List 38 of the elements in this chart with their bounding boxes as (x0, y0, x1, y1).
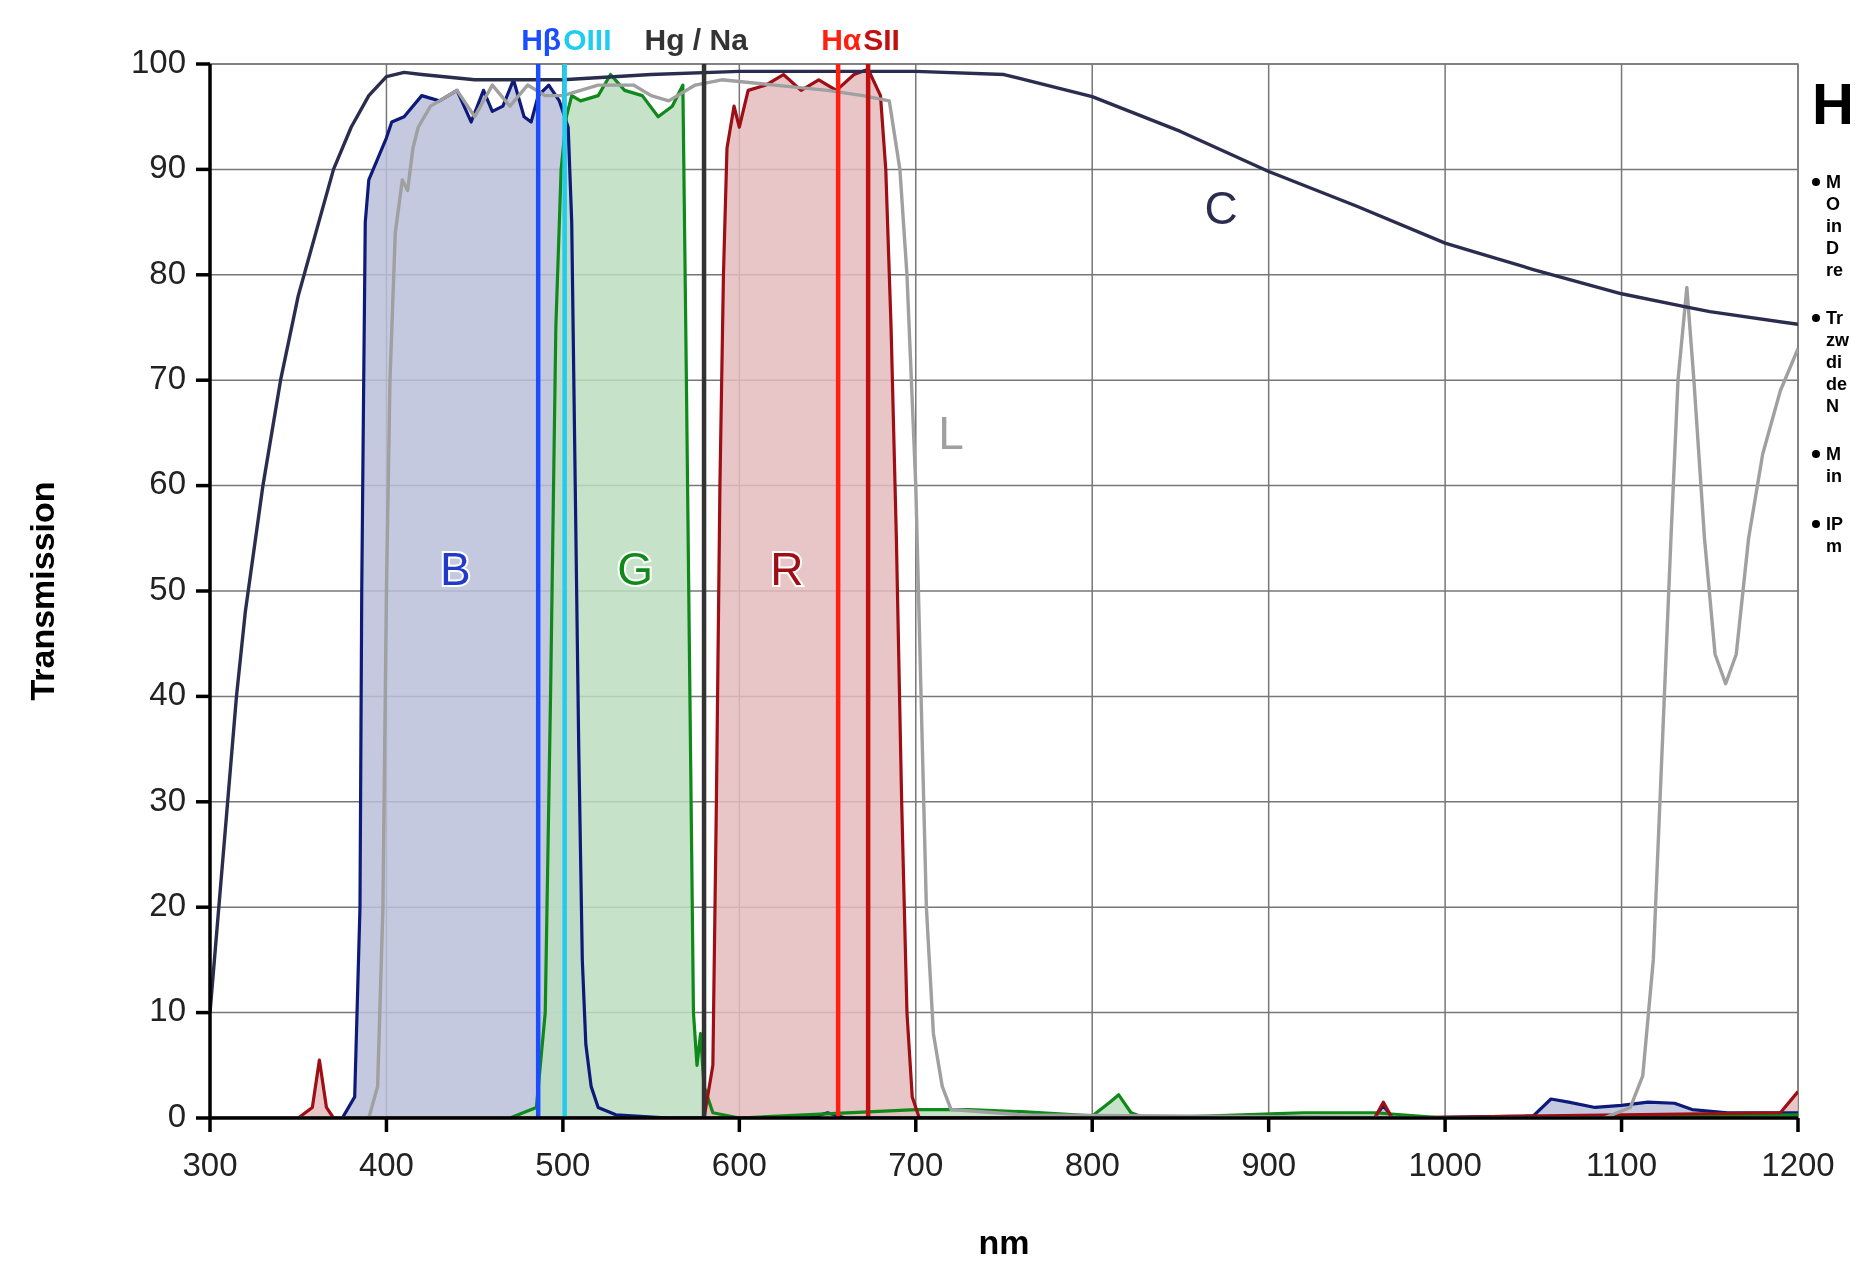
y-axis-title: Transmission (23, 481, 61, 701)
y-tick-label: 50 (149, 569, 186, 607)
ref-line-label: Hg / Na (644, 23, 749, 56)
x-tick-label: 600 (711, 1146, 767, 1183)
text: M O in D re (1826, 172, 1844, 280)
series-label: B (439, 543, 471, 596)
y-tick-label: 0 (167, 1096, 186, 1134)
y-tick-label: 80 (149, 253, 186, 291)
y-tick-label: 90 (149, 148, 186, 186)
x-tick-label: 800 (1064, 1146, 1120, 1183)
y-tick-label: 100 (130, 42, 186, 80)
x-tick-label: 1000 (1408, 1146, 1482, 1183)
series-label: R (770, 543, 804, 596)
ref-line-label: Hβ (521, 23, 562, 56)
text: M in (1826, 444, 1842, 486)
text: IP m (1826, 514, 1844, 556)
y-tick-label: 30 (149, 780, 186, 818)
y-tick-label: 20 (149, 885, 186, 923)
ref-line-label: OIII (563, 23, 612, 56)
x-tick-label: 1200 (1761, 1146, 1835, 1183)
y-tick-label: 70 (149, 358, 186, 396)
text: H (1812, 71, 1854, 136)
ref-line-label: SII (863, 23, 900, 56)
series-label: L (938, 407, 964, 460)
x-tick-label: 400 (358, 1146, 414, 1183)
y-tick-label: 60 (149, 464, 186, 502)
series-label: C (1204, 181, 1238, 234)
x-tick-label: 1100 (1586, 1146, 1658, 1183)
ref-line-label: Hα (821, 23, 862, 56)
y-tick-label: 10 (149, 991, 186, 1029)
x-tick-label: 700 (888, 1146, 944, 1183)
x-tick-label: 500 (535, 1146, 591, 1183)
series-label: G (617, 543, 654, 596)
y-tick-label: 40 (149, 675, 186, 713)
text: Tr zw di de N (1826, 308, 1850, 416)
x-tick-label: 900 (1241, 1146, 1297, 1183)
x-tick-label: 300 (182, 1146, 238, 1183)
x-axis-title: nm (978, 1223, 1030, 1261)
